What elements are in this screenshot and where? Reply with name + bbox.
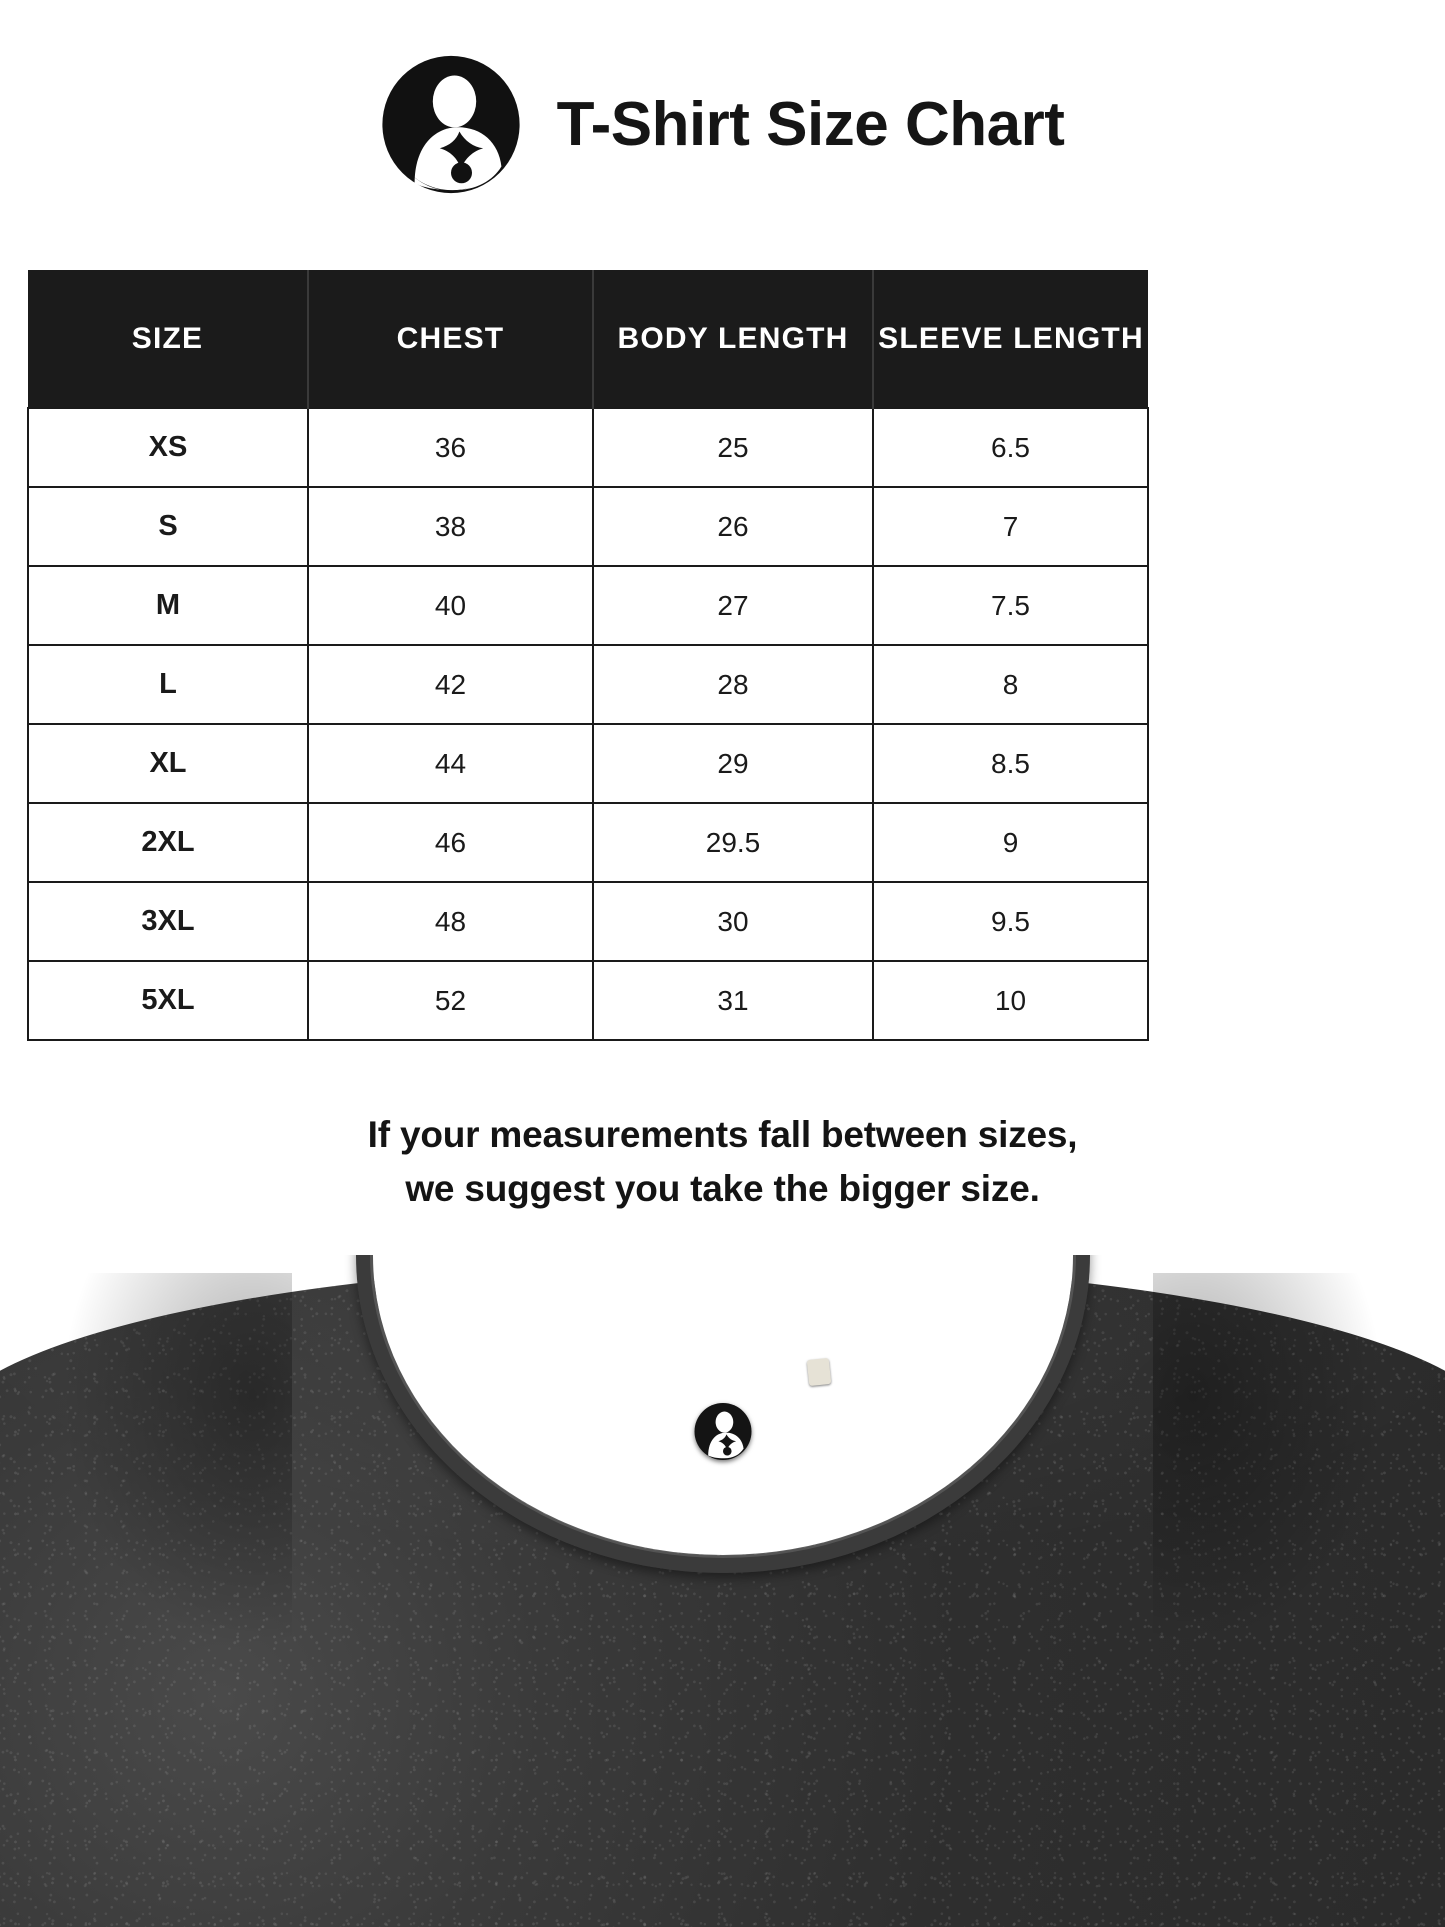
table-header-row: SIZE CHEST BODY LENGTH SLEEVE LENGTH [28,270,1148,408]
cell-sleeve: 10 [872,960,1149,1041]
cell-chest: 38 [307,486,594,567]
column-header-size: SIZE [28,270,309,408]
cell-size: XS [27,407,309,488]
cell-size: 3XL [27,881,309,962]
cell-body: 30 [592,881,874,962]
sizing-note: If your measurements fall between sizes,… [0,1108,1445,1215]
sizing-note-line-1: If your measurements fall between sizes, [367,1114,1078,1155]
cell-chest: 42 [307,644,594,725]
cell-body: 27 [592,565,874,646]
cell-size: S [27,486,309,567]
cell-chest: 52 [307,960,594,1041]
table-row: M 40 27 7.5 [27,565,1149,646]
table-row: XL 44 29 8.5 [27,723,1149,804]
table-row: L 42 28 8 [27,644,1149,725]
cell-body: 29.5 [592,802,874,883]
cell-sleeve: 7 [872,486,1149,567]
cell-chest: 48 [307,881,594,962]
table-row: 3XL 48 30 9.5 [27,881,1149,962]
table-row: XS 36 25 6.5 [27,407,1149,488]
cell-body: 29 [592,723,874,804]
size-chart-table: SIZE CHEST BODY LENGTH SLEEVE LENGTH XS 3… [27,270,1149,1041]
cell-sleeve: 8.5 [872,723,1149,804]
cell-sleeve: 9 [872,802,1149,883]
table-row: 5XL 52 31 10 [27,960,1149,1041]
cell-chest: 46 [307,802,594,883]
cell-sleeve: 8 [872,644,1149,725]
cell-size: 5XL [27,960,309,1041]
neck-label-badge [694,1403,751,1460]
cell-size: 2XL [27,802,309,883]
cell-body: 31 [592,960,874,1041]
cell-body: 25 [592,407,874,488]
table-row: 2XL 46 29.5 9 [27,802,1149,883]
cell-body: 28 [592,644,874,725]
column-header-body-length: BODY LENGTH [593,270,874,408]
page-header: T-Shirt Size Chart [0,42,1445,207]
t-shirt-fabric [0,1255,1445,1927]
cell-size: XL [27,723,309,804]
cell-chest: 44 [307,723,594,804]
page-title: T-Shirt Size Chart [556,89,1065,159]
size-chart-table-container: SIZE CHEST BODY LENGTH SLEEVE LENGTH XS 3… [27,270,1149,1041]
mother-and-child-logo-icon [381,51,521,198]
cell-size: L [27,644,309,725]
cell-sleeve: 6.5 [872,407,1149,488]
column-header-chest: CHEST [308,270,594,408]
cell-sleeve: 9.5 [872,881,1149,962]
t-shirt-photo [0,1255,1445,1927]
table-header: SIZE CHEST BODY LENGTH SLEEVE LENGTH [28,270,1148,408]
column-header-sleeve-length: SLEEVE LENGTH [873,270,1148,408]
table-row: S 38 26 7 [27,486,1149,567]
fabric-care-tag-icon [806,1357,832,1387]
table-body: XS 36 25 6.5 S 38 26 7 M 40 27 7.5 L 42 28 8 XL 44 29 8.5 2X… [27,407,1149,1041]
sizing-note-line-2: we suggest you take the bigger size. [405,1167,1040,1209]
cell-sleeve: 7.5 [872,565,1149,646]
cell-chest: 36 [307,407,594,488]
mother-and-child-logo-icon [694,1403,751,1460]
cell-chest: 40 [307,565,594,646]
cell-size: M [27,565,309,646]
cell-body: 26 [592,486,874,567]
